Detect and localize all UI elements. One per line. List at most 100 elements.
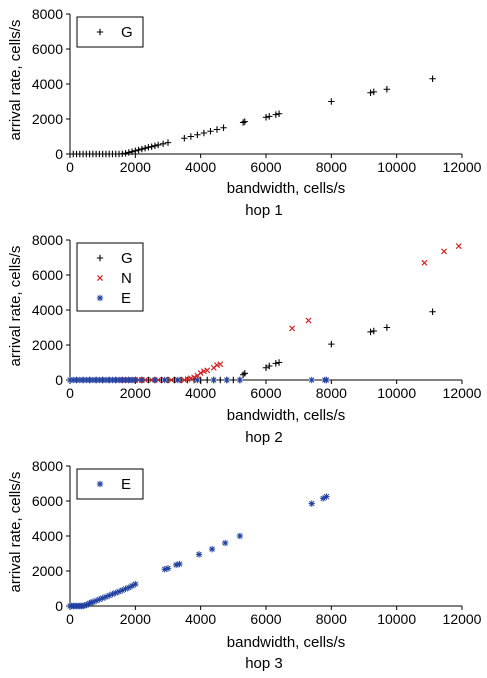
data-point [168, 377, 175, 383]
data-point [122, 150, 129, 157]
data-point [429, 75, 436, 82]
x-axis-label: bandwidth, cells/s [227, 634, 345, 651]
data-point [455, 243, 462, 250]
panel-caption: hop 1 [245, 202, 283, 219]
data-point [213, 126, 221, 133]
legend-marker [96, 294, 104, 302]
data-point [76, 376, 83, 384]
data-point [194, 131, 201, 138]
data-point [275, 110, 283, 117]
x-tick-label: 2000 [120, 611, 151, 627]
data-point [194, 376, 201, 384]
data-point [262, 114, 270, 121]
legend-marker [96, 254, 104, 262]
data-point [221, 539, 229, 547]
data-point [262, 364, 270, 371]
data-point [305, 317, 312, 324]
data-point [187, 133, 195, 140]
data-point [115, 588, 123, 595]
data-point [370, 327, 377, 335]
y-tick-label: 6000 [32, 267, 63, 283]
x-axis-label: bandwidth, cells/s [227, 180, 345, 197]
data-point [112, 376, 119, 384]
y-tick-label: 2000 [32, 111, 63, 127]
data-point [164, 565, 172, 572]
data-point [236, 532, 244, 540]
data-point [128, 582, 136, 590]
data-point [102, 376, 110, 384]
data-point [96, 376, 103, 384]
series-G [66, 75, 436, 158]
data-point [122, 376, 129, 384]
data-point [210, 376, 217, 384]
data-point [125, 376, 132, 384]
data-point [197, 370, 204, 376]
y-tick-label: 0 [55, 372, 63, 388]
x-tick-label: 4000 [185, 159, 216, 175]
legend-label: G [121, 24, 133, 41]
data-point [70, 376, 77, 384]
data-point [89, 376, 97, 384]
data-point [145, 144, 152, 151]
x-tick-label: 2000 [120, 159, 151, 175]
data-point [96, 596, 103, 603]
data-point [370, 88, 377, 96]
data-point [125, 149, 132, 156]
legend-box [76, 242, 144, 312]
data-point [383, 86, 391, 93]
data-point [138, 376, 146, 384]
series-E [66, 376, 330, 384]
data-point [99, 594, 106, 602]
data-point [236, 376, 244, 384]
x-tick-label: 6000 [250, 385, 281, 401]
data-point [328, 98, 335, 105]
data-point [88, 599, 95, 606]
legend: E [76, 468, 144, 500]
data-point [174, 376, 181, 384]
legend-marker [96, 28, 104, 36]
data-point [81, 602, 88, 609]
data-point [319, 495, 327, 502]
legend-label: N [121, 270, 132, 287]
legend-marker [97, 275, 103, 281]
data-point [176, 560, 183, 568]
data-point [115, 376, 123, 384]
data-point [289, 325, 296, 332]
y-tick-label: 4000 [32, 528, 63, 544]
data-point [79, 602, 87, 610]
data-point [151, 376, 159, 384]
data-point [79, 376, 87, 384]
data-point [220, 124, 227, 131]
x-tick-label: 4000 [185, 611, 216, 627]
data-point [441, 248, 447, 255]
y-tick-label: 8000 [32, 232, 63, 248]
x-tick-label: 6000 [250, 611, 281, 627]
data-point [266, 362, 273, 370]
data-point [208, 545, 216, 553]
data-point [109, 376, 116, 384]
data-point [92, 376, 100, 384]
data-point [141, 145, 149, 152]
legend: G [76, 16, 144, 48]
data-point [128, 376, 136, 384]
data-point [122, 585, 129, 593]
x-tick-label: 0 [66, 385, 74, 401]
x-tick-label: 2000 [120, 385, 151, 401]
chart-panel-3: 0 2000 4000 6000 8000 10000 12000 0 2000 4000 6000… [7, 458, 482, 672]
data-point [161, 376, 168, 384]
data-point [164, 139, 172, 146]
data-point [112, 589, 119, 597]
data-point [83, 376, 90, 384]
x-tick-label: 10000 [377, 611, 416, 627]
series-G [66, 308, 436, 384]
data-point [308, 500, 315, 507]
data-point [148, 143, 155, 150]
series-N [119, 243, 462, 383]
data-point [429, 308, 436, 315]
data-point [89, 598, 97, 606]
data-point [323, 376, 330, 384]
legend-label: E [121, 290, 131, 307]
data-point [217, 376, 224, 384]
data-point [132, 376, 139, 384]
